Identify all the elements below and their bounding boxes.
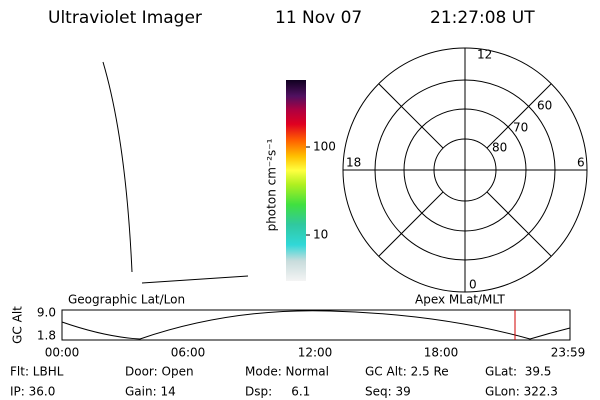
polar-grid — [342, 47, 588, 293]
x-tick-label: 06:00 — [171, 346, 206, 360]
info-field: Flt: LBHL — [10, 365, 64, 379]
plot-label: Geographic Lat/Lon — [68, 293, 185, 307]
x-tick-label: 00:00 — [45, 346, 80, 360]
x-tick-label: 23:59 — [551, 346, 586, 360]
y-tick-label: 1.8 — [37, 329, 56, 343]
info-field: IP: 36.0 — [10, 385, 55, 399]
info-field: Door: Open — [125, 365, 194, 379]
colorbar-tick-label: 10 — [313, 228, 328, 242]
info-field: Gain: 14 — [125, 385, 176, 399]
info-field: GLon: 322.3 — [485, 385, 558, 399]
polar-label: 6 — [577, 156, 585, 170]
colorbar-label: photon cm⁻²s⁻¹ — [265, 138, 279, 231]
info-field: GLat: 39.5 — [485, 365, 551, 379]
colorbar — [286, 80, 306, 281]
x-tick-label: 18:00 — [424, 346, 459, 360]
polar-ring-label: 60 — [537, 99, 552, 113]
plot-frame — [61, 309, 571, 341]
plot-label: Apex MLat/MLT — [415, 293, 505, 307]
info-field: Seq: 39 — [365, 385, 411, 399]
info-panel: Flt: LBHL Door: Open Mode: Normal GC Alt: 2… — [10, 365, 558, 399]
x-tick-label: 12:00 — [298, 346, 333, 360]
title: Ultraviolet Imager — [48, 8, 202, 28]
date: 11 Nov 07 — [275, 8, 362, 28]
info-field: Mode: Normal — [245, 365, 329, 379]
coastline — [141, 275, 249, 284]
time: 21:27:08 UT — [430, 8, 535, 28]
coastline — [102, 61, 133, 273]
altitude-curve — [61, 310, 571, 340]
polar-label: 12 — [477, 48, 492, 62]
polar-label: 18 — [346, 156, 361, 170]
info-field: Dsp: 6.1 — [245, 385, 310, 399]
info-field: GC Alt: 2.5 Re — [365, 365, 449, 379]
y-tick-label: 9.0 — [37, 306, 56, 320]
y-axis-label: GC Alt — [11, 306, 25, 344]
polar-label: 0 — [469, 278, 477, 292]
polar-ring-label: 80 — [492, 141, 507, 155]
polar-ring-label: 70 — [513, 121, 528, 135]
colorbar-tick-label: 100 — [313, 140, 336, 154]
